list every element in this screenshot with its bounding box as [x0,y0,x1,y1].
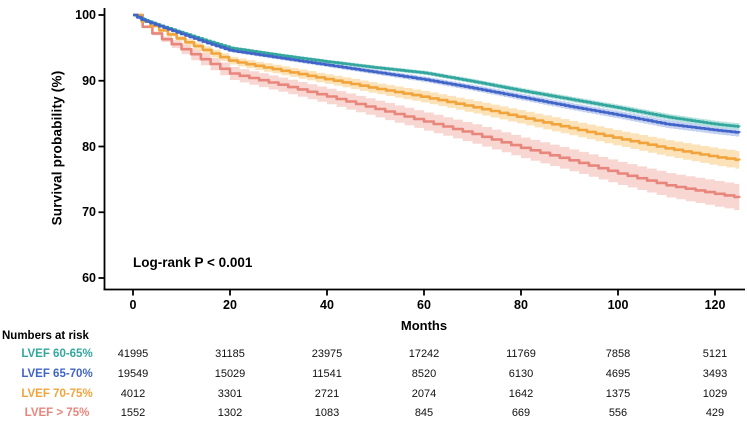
risk-count: 8520 [411,367,437,380]
risk-count: 17242 [408,348,440,360]
risk-count: 3301 [217,387,243,400]
x-tick-label: 60 [417,298,431,312]
risk-count: 4012 [120,387,146,400]
survival-curve [133,13,741,134]
risk-count: 6130 [508,367,534,380]
ci-band [133,15,740,137]
risk-count: 556 [608,407,628,420]
y-tick-label: 70 [82,205,96,220]
risk-count: 669 [511,407,531,420]
risk-count: 1302 [217,407,243,420]
risk-count: 31185 [215,348,245,360]
risk-count: 11541 [312,367,342,380]
risk-count: 7858 [605,348,631,360]
x-tick-label: 0 [129,298,137,312]
risk-count: 1375 [605,387,631,400]
risk-row-label: LVEF 65-70% [21,367,93,380]
risk-count: 845 [414,407,434,420]
risk-count: 11769 [506,348,536,360]
risk-row-label: LVEF > 75% [24,407,90,420]
risk-count: 2074 [411,387,437,400]
risk-count: 5121 [702,348,728,360]
risk-count: 1552 [120,407,146,420]
risk-count: 1083 [314,407,340,420]
risk-count: 1642 [508,387,534,400]
x-axis-title: Months [400,318,448,333]
ci-band [133,15,740,170]
risk-row-label: LVEF 70-75% [21,387,93,400]
x-tick-label: 120 [704,298,726,312]
risk-count: 41995 [117,348,149,360]
x-tick-label: 40 [320,298,334,312]
x-tick-label: 100 [607,298,629,312]
y-tick-label: 80 [82,139,96,154]
risk-count: 23975 [311,348,343,360]
risk-table-title: Numbers at risk [2,330,89,342]
risk-count: 3493 [702,367,728,380]
risk-count: 429 [705,407,725,420]
risk-count: 2721 [314,387,340,400]
risk-count: 15029 [214,367,246,380]
survival-curve [133,13,741,199]
risk-row-label: LVEF 60-65% [21,348,93,360]
x-tick-label: 80 [514,298,528,312]
risk-count: 1029 [702,387,728,400]
y-tick-label: 100 [75,8,96,22]
y-tick-label: 60 [82,271,96,285]
risk-count: 4695 [605,367,631,380]
risk-count: 19549 [117,367,149,380]
x-tick-label: 20 [223,298,237,312]
survival-curve [133,13,741,162]
y-tick-label: 90 [82,73,96,88]
survival-curve [133,13,741,128]
log-rank-annotation: Log-rank P < 0.001 [133,255,253,270]
